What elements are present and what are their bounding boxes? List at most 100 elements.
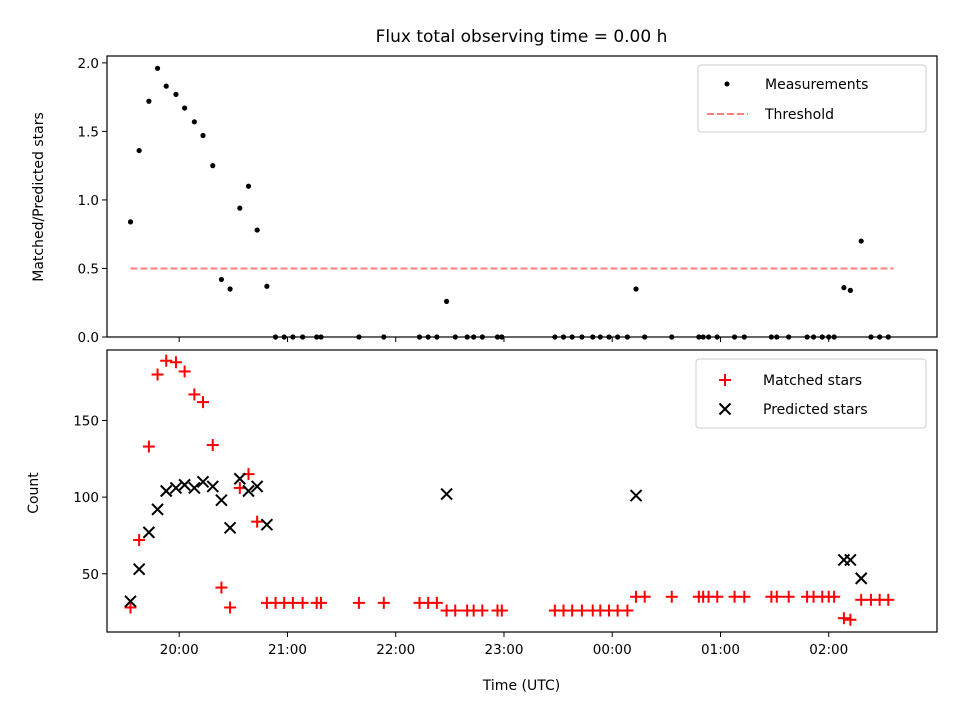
legend-label-matched: Matched stars	[763, 373, 862, 389]
matched-point	[837, 612, 850, 625]
panel-counts: 50 100 150 20:00 21:00 22:00 23:00 00:00 01:00 0…	[26, 349, 938, 694]
measurement-point	[173, 91, 179, 97]
measurement-point	[264, 283, 270, 289]
measurement-point	[318, 334, 324, 340]
measurement-point	[633, 286, 639, 292]
matched-point	[665, 590, 678, 603]
measurement-point	[624, 334, 630, 340]
matched-point	[476, 604, 489, 617]
matched-point	[315, 596, 328, 609]
measurement-point	[841, 285, 847, 291]
measurement-point	[560, 334, 567, 340]
measurement-point	[127, 219, 134, 225]
measurement-point	[434, 334, 440, 340]
measurement-point	[714, 334, 720, 340]
measurement-point	[314, 334, 320, 340]
predicted-point	[260, 518, 274, 531]
measurement-point	[290, 334, 296, 340]
predicted-point	[629, 489, 643, 502]
measurement-point	[819, 334, 825, 340]
measurement-point	[452, 334, 458, 340]
measurement-point	[642, 334, 648, 340]
measurement-point	[731, 334, 738, 340]
measurement-point	[425, 334, 431, 340]
matched-point	[638, 590, 651, 603]
predicted-point	[440, 487, 453, 501]
matched-point	[828, 590, 841, 603]
counts-x-axis-label: Time (UTC)	[482, 678, 560, 694]
matched-point	[188, 388, 201, 401]
matched-point	[575, 604, 588, 617]
matched-point	[197, 396, 210, 409]
measurement-point	[552, 334, 558, 340]
measurement-point	[200, 132, 206, 139]
ratio-legend: Measurements Threshold	[697, 64, 927, 133]
predicted-point	[132, 562, 146, 576]
ratio-y-ticks: 0.0 0.5 1.0 1.5 2.0	[78, 56, 107, 346]
measurement-point	[494, 334, 501, 340]
matched-point	[178, 365, 191, 378]
legend-label-threshold: Threshold	[764, 107, 834, 123]
measurement-point	[210, 163, 216, 169]
panel-ratio: 0.00.51.01.52.0 Matched/Predicted stars …	[31, 55, 938, 346]
measurement-point	[579, 334, 585, 340]
predicted-point	[223, 521, 237, 534]
y-tick-label: 0.5	[78, 261, 99, 277]
predicted-point	[160, 484, 173, 498]
measurement-point	[272, 334, 279, 340]
predicted-point	[844, 553, 857, 567]
counts-marks	[124, 354, 895, 626]
matched-point	[844, 613, 857, 626]
predicted-point	[250, 480, 264, 493]
predicted-point	[169, 481, 183, 495]
predicted-point	[206, 480, 219, 493]
y-tick-label: 100	[73, 490, 99, 506]
matched-point	[770, 590, 783, 603]
measurement-point	[154, 65, 161, 71]
x-tick-label: 00:00	[593, 642, 632, 658]
counts-y-ticks: 50 100 150	[73, 414, 107, 583]
measurement-point	[768, 334, 774, 340]
y-tick-label: 1.5	[78, 124, 99, 140]
measurement-point	[416, 334, 423, 340]
matched-point	[233, 481, 246, 494]
y-tick-label: 1.0	[78, 193, 99, 209]
measurement-point	[597, 334, 603, 340]
measurement-point	[227, 286, 233, 292]
measurement-point	[774, 334, 780, 340]
matched-point	[124, 601, 137, 614]
measurement-point	[705, 334, 712, 340]
matched-point	[215, 581, 228, 594]
predicted-point	[233, 472, 247, 485]
measurement-point	[300, 334, 306, 340]
measurement-point	[847, 287, 853, 293]
measurement-point	[858, 238, 864, 244]
measurement-point	[606, 334, 612, 340]
measurement-point	[218, 276, 225, 283]
measurement-point	[146, 98, 152, 104]
matched-point	[142, 440, 155, 453]
legend-label-measurements: Measurements	[765, 77, 868, 93]
matched-point	[711, 590, 724, 603]
x-tick-label: 20:00	[160, 642, 199, 658]
measurement-point	[499, 334, 505, 340]
measurement-point	[669, 334, 675, 340]
measurement-point	[696, 334, 702, 340]
matched-point	[377, 596, 390, 609]
predicted-point	[151, 503, 164, 516]
matched-point	[206, 439, 219, 452]
measurement-point	[810, 334, 817, 340]
matched-point	[169, 356, 182, 369]
matched-point	[352, 596, 365, 609]
measurement-point	[868, 334, 874, 340]
measurement-point	[381, 334, 387, 340]
predicted-point	[142, 526, 156, 539]
counts-legend: Matched stars Predicted stars	[695, 358, 927, 429]
predicted-point	[178, 478, 191, 492]
matched-point	[224, 601, 237, 614]
ratio-y-axis-label: Matched/Predicted stars	[31, 112, 47, 282]
predicted-point	[242, 484, 255, 498]
matched-point	[133, 534, 146, 547]
predicted-point	[124, 595, 137, 608]
